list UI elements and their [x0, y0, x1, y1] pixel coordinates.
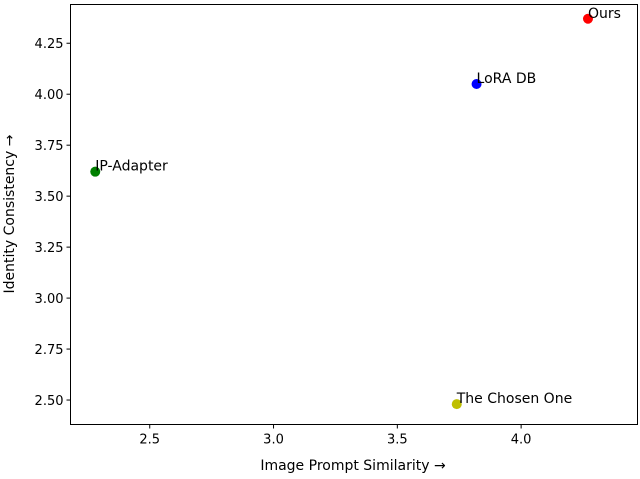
data-point — [582, 13, 593, 24]
data-point — [471, 79, 482, 90]
y-tick-label: 3.25 — [35, 241, 64, 256]
y-tick-label: 3.75 — [35, 139, 64, 154]
data-point-label: The Chosen One — [456, 391, 572, 407]
y-tick-label: 4.00 — [35, 88, 64, 103]
data-point-label: Ours — [588, 6, 621, 22]
data-point-label: LoRA DB — [477, 71, 537, 87]
data-point — [90, 166, 101, 177]
data-point-label: IP-Adapter — [95, 159, 168, 175]
y-tick-label: 2.50 — [35, 394, 64, 409]
x-tick-label: 3.5 — [387, 433, 408, 448]
data-point — [451, 399, 462, 410]
y-axis-label: Identity Consistency → — [2, 134, 18, 293]
x-axis-label: Image Prompt Similarity → — [260, 458, 446, 474]
x-tick-label: 4.0 — [511, 433, 532, 448]
x-tick-label: 3.0 — [263, 433, 284, 448]
y-tick-label: 2.75 — [35, 343, 64, 358]
y-tick-label: 3.50 — [35, 190, 64, 205]
y-tick-label: 3.00 — [35, 292, 64, 307]
plot-frame — [70, 4, 638, 425]
y-tick-label: 4.25 — [35, 37, 64, 52]
x-tick-label: 2.5 — [139, 433, 160, 448]
